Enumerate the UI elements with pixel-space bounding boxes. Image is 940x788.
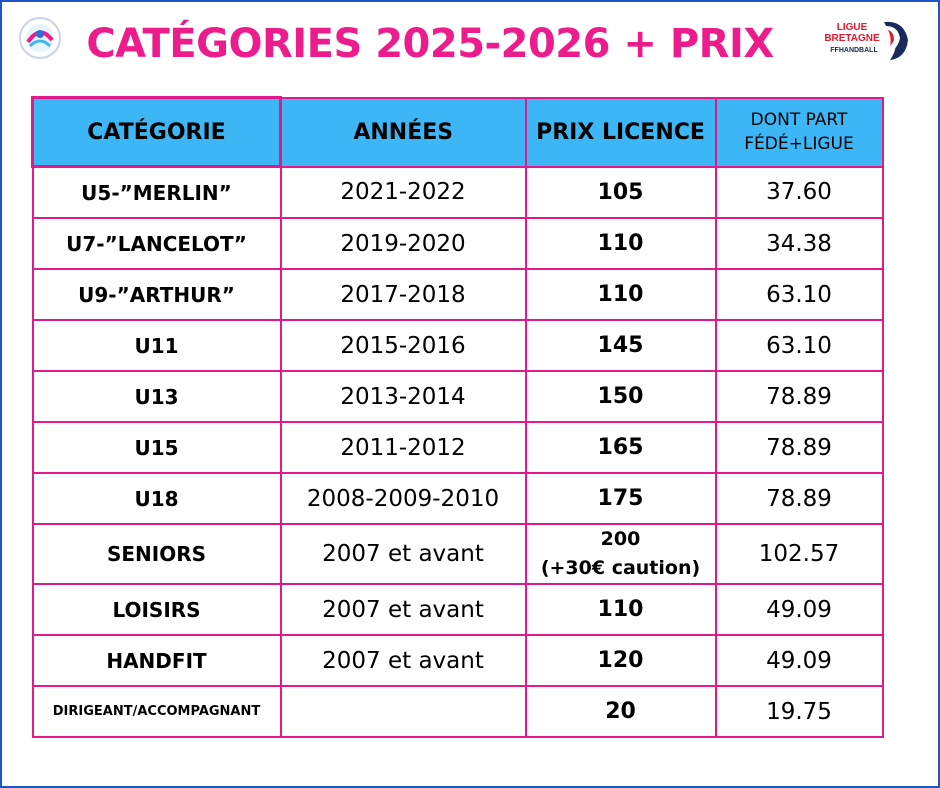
- cell-years: 2019-2020: [279, 217, 527, 270]
- table-row: DIRIGEANT/ACCOMPAGNANT 20 19.75: [31, 685, 884, 738]
- logo-text-1: LIGUE: [837, 22, 868, 33]
- cell-price: 110: [524, 268, 717, 321]
- table-row: SENIORS 2007 et avant 200 (+30€ caution) 102…: [31, 523, 884, 585]
- cell-years: 2013-2014: [279, 370, 527, 423]
- cell-price: 145: [524, 319, 717, 372]
- table-header-row: CATÉGORIE ANNÉES PRIX LICENCE DONT PART …: [31, 96, 884, 168]
- cell-category: U11: [31, 319, 282, 372]
- cell-price: 110: [524, 217, 717, 270]
- cell-years: [279, 685, 527, 738]
- cell-category: SENIORS: [31, 523, 282, 585]
- cell-price: 105: [524, 165, 717, 219]
- cell-part: 49.09: [714, 583, 884, 636]
- cell-part: 78.89: [714, 370, 884, 423]
- table-row: U5-”MERLIN” 2021-2022 105 37.60: [31, 165, 884, 219]
- cell-category: U15: [31, 421, 282, 474]
- cell-years: 2008-2009-2010: [279, 472, 527, 525]
- price-table: CATÉGORIE ANNÉES PRIX LICENCE DONT PART …: [31, 96, 884, 738]
- table-row: LOISIRS 2007 et avant 110 49.09: [31, 583, 884, 636]
- header-part-line2: FÉDÉ+LIGUE: [744, 134, 854, 154]
- cell-category: U13: [31, 370, 282, 423]
- cell-years: 2021-2022: [279, 165, 527, 219]
- cell-category: HANDFIT: [31, 634, 282, 687]
- table-row: HANDFIT 2007 et avant 120 49.09: [31, 634, 884, 687]
- header-category: CATÉGORIE: [31, 96, 282, 168]
- logo-text-3: FFHANDBALL: [830, 47, 878, 54]
- ligue-bretagne-logo: LIGUE BRETAGNE FFHANDBALL: [814, 16, 914, 72]
- table-row: U7-”LANCELOT” 2019-2020 110 34.38: [31, 217, 884, 270]
- price-note: (+30€ caution): [540, 557, 701, 579]
- cell-years: 2011-2012: [279, 421, 527, 474]
- cell-years: 2015-2016: [279, 319, 527, 372]
- header-part-line1: DONT PART: [750, 110, 848, 130]
- cell-part: 78.89: [714, 472, 884, 525]
- header-part: DONT PART FÉDÉ+LIGUE: [714, 96, 884, 168]
- cell-price: 110: [524, 583, 717, 636]
- cell-category: LOISIRS: [31, 583, 282, 636]
- price-value: 110: [597, 231, 644, 256]
- cell-part: 63.10: [714, 319, 884, 372]
- cell-category: U7-”LANCELOT”: [31, 217, 282, 270]
- table-row: U18 2008-2009-2010 175 78.89: [31, 472, 884, 525]
- price-value: 120: [597, 648, 644, 673]
- price-value: 20: [605, 699, 636, 724]
- price-value: 145: [597, 333, 644, 358]
- cell-category: U9-”ARTHUR”: [31, 268, 282, 321]
- header-price: PRIX LICENCE: [524, 96, 717, 168]
- table-row: U13 2013-2014 150 78.89: [31, 370, 884, 423]
- cell-part: 37.60: [714, 165, 884, 219]
- cell-years: 2007 et avant: [279, 634, 527, 687]
- cell-price: 20: [524, 685, 717, 738]
- cell-price: 200 (+30€ caution): [524, 523, 717, 585]
- header-years: ANNÉES: [279, 96, 527, 168]
- table-row: U15 2011-2012 165 78.89: [31, 421, 884, 474]
- price-value: 110: [597, 282, 644, 307]
- price-value: 175: [597, 486, 644, 511]
- cell-category: U18: [31, 472, 282, 525]
- club-logo: [18, 16, 62, 60]
- cell-price: 150: [524, 370, 717, 423]
- cell-category: DIRIGEANT/ACCOMPAGNANT: [31, 685, 282, 738]
- table-row: U9-”ARTHUR” 2017-2018 110 63.10: [31, 268, 884, 321]
- price-value: 110: [597, 597, 644, 622]
- cell-category: U5-”MERLIN”: [31, 165, 282, 219]
- table-row: U11 2015-2016 145 63.10: [31, 319, 884, 372]
- cell-price: 120: [524, 634, 717, 687]
- page-title: CATÉGORIES 2025-2026 + PRIX: [86, 21, 774, 67]
- price-value: 200: [600, 528, 641, 550]
- cell-part: 102.57: [714, 523, 884, 585]
- cell-part: 19.75: [714, 685, 884, 738]
- cell-part: 34.38: [714, 217, 884, 270]
- logo-text-2: BRETAGNE: [824, 33, 880, 44]
- cell-part: 49.09: [714, 634, 884, 687]
- cell-years: 2007 et avant: [279, 583, 527, 636]
- cell-years: 2007 et avant: [279, 523, 527, 585]
- cell-part: 63.10: [714, 268, 884, 321]
- price-value: 150: [597, 384, 644, 409]
- cell-price: 175: [524, 472, 717, 525]
- cell-years: 2017-2018: [279, 268, 527, 321]
- price-value: 165: [597, 435, 644, 460]
- cell-part: 78.89: [714, 421, 884, 474]
- cell-price: 165: [524, 421, 717, 474]
- price-value: 105: [597, 179, 644, 205]
